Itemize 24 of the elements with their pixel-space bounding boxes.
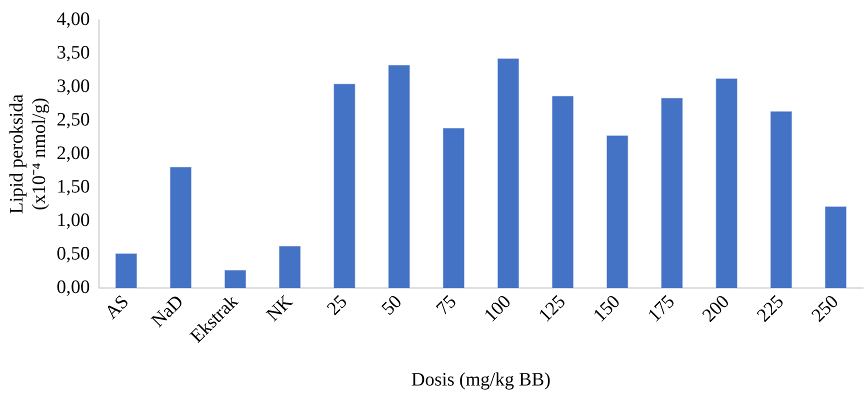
y-tick-label: 1,00 bbox=[56, 210, 90, 232]
y-tick-label: 0,50 bbox=[56, 244, 90, 265]
y-tick-label: 1,50 bbox=[56, 176, 90, 198]
x-tick-label: 100 bbox=[480, 291, 516, 326]
x-axis-title: Dosis (mg/kg BB) bbox=[411, 370, 551, 391]
x-tick-label: 125 bbox=[534, 291, 570, 326]
y-tick-label: 0,00 bbox=[56, 277, 90, 298]
x-tick-label: AS bbox=[101, 291, 134, 324]
x-tick-label: NaD bbox=[148, 291, 188, 332]
y-axis-title: Lipid peroksida (x10⁻⁴ nmol/g) bbox=[6, 94, 50, 214]
x-tick-label: 250 bbox=[808, 291, 843, 326]
y-tick-label: 2,00 bbox=[56, 143, 90, 164]
x-tick-label: 225 bbox=[753, 291, 788, 326]
x-tick-label: 25 bbox=[323, 291, 352, 320]
x-tick-label: 175 bbox=[644, 291, 680, 326]
x-tick-label: 75 bbox=[432, 291, 461, 320]
y-tick-label: 4,00 bbox=[56, 8, 90, 30]
x-tick-label: 200 bbox=[698, 291, 734, 326]
x-tick-label: 50 bbox=[378, 291, 406, 320]
y-tick-label: 3,50 bbox=[56, 42, 90, 64]
x-tick-label: 150 bbox=[589, 291, 624, 326]
y-tick-label: 2,50 bbox=[56, 110, 90, 130]
x-tick-label: NK bbox=[262, 291, 298, 326]
y-tick-label: 3,00 bbox=[56, 76, 90, 97]
